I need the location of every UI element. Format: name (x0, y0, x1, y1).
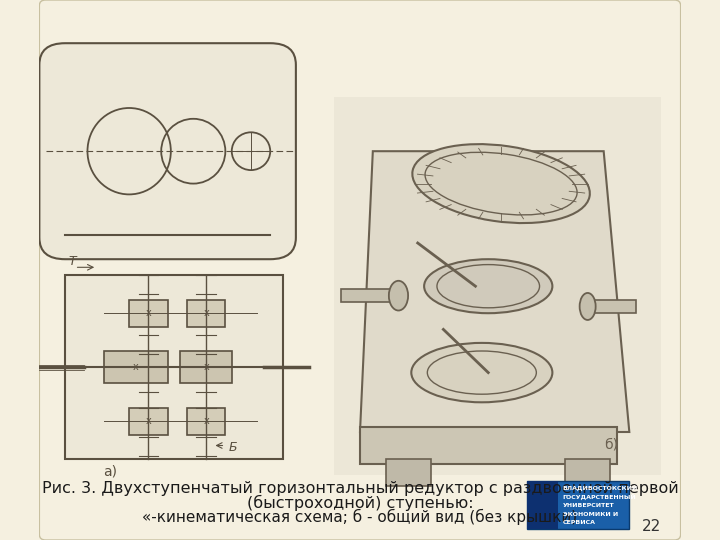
Ellipse shape (413, 144, 590, 223)
Bar (65, 275, 283, 459)
Ellipse shape (580, 293, 595, 320)
Text: «-кинематическая схема; б - общий вид (без крышки): «-кинематическая схема; б - общий вид (б… (143, 509, 577, 525)
Bar (181, 351, 232, 383)
Ellipse shape (411, 343, 552, 402)
Text: Б: Б (228, 441, 237, 454)
Ellipse shape (389, 281, 408, 310)
Bar (386, 459, 431, 486)
Text: (быстроходной) ступенью:: (быстроходной) ступенью: (247, 495, 473, 511)
Bar (565, 459, 610, 486)
Text: x: x (203, 308, 209, 318)
Bar (104, 351, 168, 383)
Text: ГОСУДАРСТВЕННЫЙ: ГОСУДАРСТВЕННЫЙ (562, 494, 636, 500)
Bar (129, 408, 168, 435)
Text: а): а) (104, 464, 117, 478)
Bar (585, 300, 636, 313)
Bar (527, 481, 557, 529)
Bar (187, 408, 225, 435)
Text: x: x (203, 362, 209, 372)
Text: б): б) (603, 437, 618, 451)
Bar (187, 300, 225, 327)
Polygon shape (360, 151, 629, 432)
Ellipse shape (424, 259, 552, 313)
FancyBboxPatch shape (40, 43, 296, 259)
Bar (527, 481, 629, 529)
Text: x: x (132, 362, 138, 372)
FancyBboxPatch shape (40, 0, 680, 540)
Text: УНИВЕРСИТЕТ: УНИВЕРСИТЕТ (562, 503, 614, 508)
Text: Рис. 3. Двухступенчатый горизонтальный редуктор с раздвоенной первой: Рис. 3. Двухступенчатый горизонтальный р… (42, 481, 678, 496)
Text: ВЛАДИВОСТОКСКИЙ: ВЛАДИВОСТОКСКИЙ (562, 485, 638, 491)
Text: ЭКОНОМИКИ И: ЭКОНОМИКИ И (562, 511, 618, 517)
Bar (334, 97, 662, 475)
Text: x: x (203, 416, 209, 426)
Bar (360, 427, 616, 464)
Text: СЕРВИСА: СЕРВИСА (562, 521, 595, 525)
Text: 22: 22 (642, 519, 662, 534)
Text: x: x (145, 416, 151, 426)
Text: Т: Т (68, 254, 76, 268)
Bar (129, 300, 168, 327)
Text: x: x (145, 308, 151, 318)
Bar (341, 289, 392, 302)
